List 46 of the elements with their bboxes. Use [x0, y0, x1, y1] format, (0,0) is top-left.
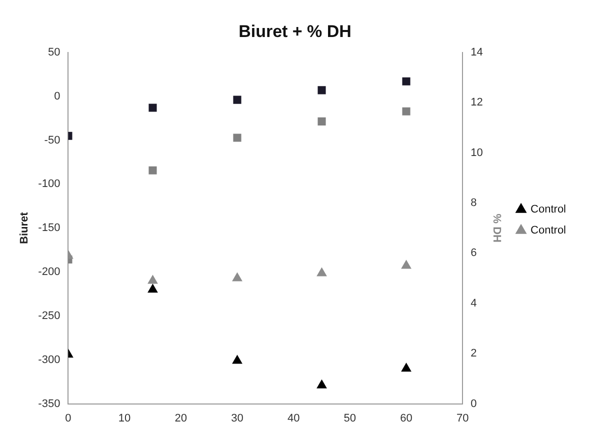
legend-label: Control [530, 204, 566, 216]
y2-tick-label: 2 [470, 348, 477, 360]
y2-axis-title: % DH [490, 214, 502, 243]
point [233, 96, 242, 104]
y-tick-label: -150 [38, 222, 60, 234]
y-tick-label: 50 [48, 46, 60, 58]
x-tick-label: 50 [344, 412, 356, 424]
y-tick-label: -100 [38, 178, 60, 190]
y2-tick-label: 6 [470, 247, 477, 260]
y-tick-label: -300 [38, 354, 60, 366]
y2-tick-label: 4 [470, 297, 477, 310]
x-tick-label: 20 [174, 412, 188, 424]
point [401, 363, 412, 372]
y2-tick-label: 0 [470, 398, 477, 410]
point [402, 77, 410, 86]
x-tick-label: 40 [287, 412, 300, 424]
x-tick-label: 60 [400, 412, 412, 424]
point [316, 380, 327, 388]
point [401, 260, 412, 269]
x-tick-label: 10 [118, 412, 131, 424]
point [316, 268, 327, 276]
y2-tick-label: 8 [470, 197, 477, 210]
y2-tick-label: 14 [470, 46, 483, 58]
point [318, 117, 326, 126]
y-tick-label: -200 [38, 266, 60, 278]
chart-title: Biuret + % DH [238, 22, 352, 41]
point [232, 355, 242, 364]
legend-label: Control [530, 224, 566, 237]
y-axis-title: Biuret [18, 212, 31, 244]
point [148, 104, 157, 112]
y-tick-label: -250 [38, 310, 60, 322]
point [232, 272, 242, 282]
point [233, 134, 242, 142]
x-tick-label: 30 [231, 412, 244, 424]
point [148, 284, 158, 293]
y-tick-label: 0 [54, 90, 60, 102]
y-tick-label: -50 [44, 134, 60, 146]
point [148, 166, 157, 174]
point [318, 86, 326, 94]
point [148, 275, 158, 284]
y-tick-label: -350 [38, 398, 60, 410]
x-tick-label: 0 [65, 412, 72, 424]
point [402, 107, 410, 116]
y2-tick-label: 10 [470, 146, 483, 159]
y2-tick-label: 12 [470, 96, 483, 109]
x-tick-label: 70 [456, 412, 469, 424]
